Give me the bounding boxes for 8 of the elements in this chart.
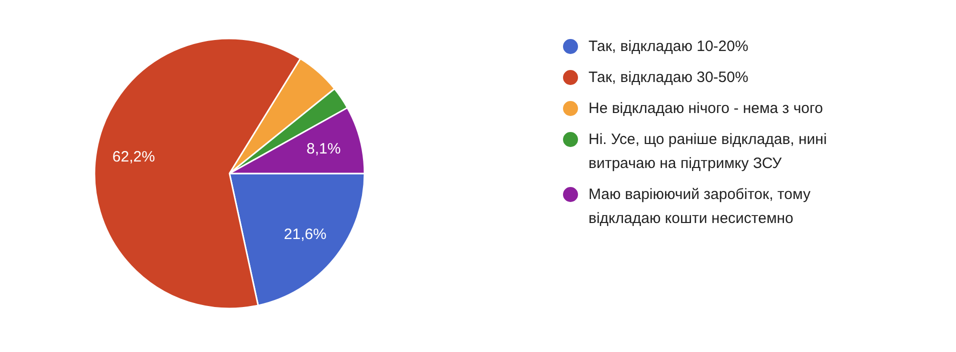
legend-label: Не відкладаю нічого - нема з чого (588, 100, 823, 117)
legend-label: Так, відкладаю 30-50% (588, 69, 748, 86)
data-label: 21,6% (284, 226, 326, 244)
legend-label: Так, відкладаю 10-20% (588, 38, 748, 55)
legend-label: Ні. Усе, що раніше відкладав, нині витрачаю на підтримку ЗСУ (588, 131, 827, 172)
data-label: 8,1% (306, 140, 341, 158)
data-label: 62,2% (112, 148, 155, 166)
legend-label: Маю варіюючий заробіток, тому відкладаю кошти несистемно (588, 186, 811, 227)
